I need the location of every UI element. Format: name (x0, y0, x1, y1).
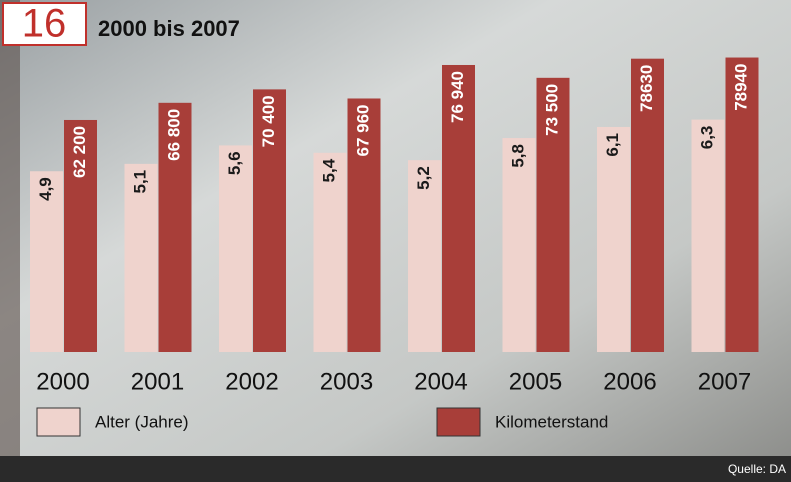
chart: Quelle: DA 16 2000 bis 2007 2000 2001 2002… (0, 0, 791, 482)
value-label: 5,4 (319, 158, 338, 182)
x-tick-label: 2001 (131, 368, 184, 395)
source: Quelle: DA (728, 462, 786, 476)
value-label: 5,6 (225, 151, 244, 175)
value-label: 62 200 (70, 126, 89, 178)
x-tick-label: 2000 (36, 368, 89, 395)
x-tick-label: 2007 (698, 368, 751, 395)
legend-label: Kilometerstand (495, 412, 608, 431)
chart-title: 2000 bis 2007 (98, 16, 240, 41)
legend-swatch (437, 408, 480, 436)
value-label: 5,1 (130, 170, 149, 194)
value-label: 78630 (637, 65, 656, 112)
value-label: 4,9 (36, 177, 55, 201)
legend-swatch (37, 408, 80, 436)
figure-number: 16 (22, 2, 67, 46)
value-label: 6,1 (603, 133, 622, 157)
photo-edge (0, 0, 20, 456)
background-photo (0, 0, 791, 456)
x-tick-label: 2006 (603, 368, 656, 395)
footer-band (0, 456, 791, 482)
x-tick-label: 2004 (414, 368, 467, 395)
legend-label: Alter (Jahre) (95, 412, 189, 431)
value-label: 67 960 (353, 104, 372, 156)
value-label: 6,3 (697, 126, 716, 150)
value-label: 76 940 (448, 71, 467, 123)
x-tick-label: 2005 (509, 368, 562, 395)
value-label: 5,2 (414, 166, 433, 190)
value-label: 70 400 (259, 95, 278, 147)
value-label: 73 500 (542, 84, 561, 136)
bar (219, 145, 252, 352)
value-label: 78940 (731, 64, 750, 111)
x-tick-label: 2002 (225, 368, 278, 395)
bar (597, 127, 630, 352)
value-label: 66 800 (164, 109, 183, 161)
value-label: 5,8 (508, 144, 527, 168)
bar (503, 138, 536, 352)
bar (692, 120, 725, 352)
x-tick-label: 2003 (320, 368, 373, 395)
